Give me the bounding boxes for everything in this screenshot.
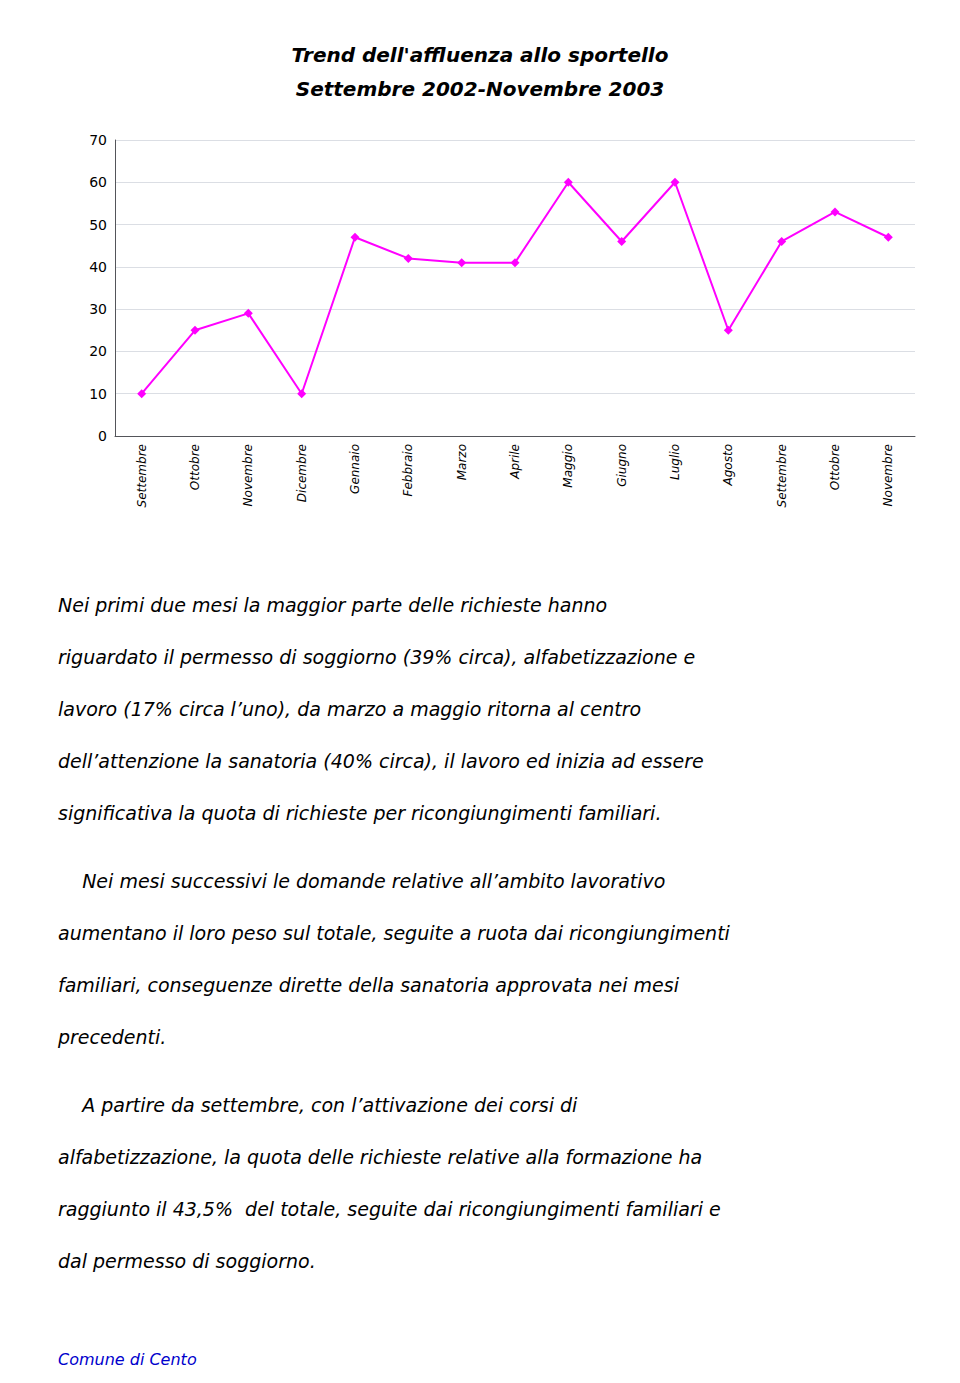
svg-text:Maggio: Maggio [561, 444, 575, 488]
svg-text:Ottobre: Ottobre [828, 444, 842, 490]
svg-text:lavoro (17% circa l’uno), da m: lavoro (17% circa l’uno), da marzo a mag… [58, 698, 641, 720]
svg-text:Luglio: Luglio [668, 444, 682, 480]
svg-text:riguardato il permesso di sogg: riguardato il permesso di soggiorno (39%… [58, 646, 695, 668]
svg-text:0: 0 [98, 428, 107, 444]
svg-text:aumentano il loro peso sul tot: aumentano il loro peso sul totale, segui… [58, 922, 731, 944]
svg-text:20: 20 [89, 343, 107, 359]
svg-text:dal permesso di soggiorno.: dal permesso di soggiorno. [58, 1250, 316, 1272]
svg-text:A partire da settembre, con l’: A partire da settembre, con l’attivazion… [58, 1094, 578, 1116]
svg-text:familiari, conseguenze dirette: familiari, conseguenze dirette della san… [58, 974, 680, 996]
svg-text:Comune di Cento: Comune di Cento [58, 1350, 197, 1369]
svg-text:Trend dell'affluenza allo spor: Trend dell'affluenza allo sportello [292, 43, 669, 67]
svg-text:Nei mesi successivi le domande: Nei mesi successivi le domande relative … [58, 870, 665, 892]
svg-text:Dicembre: Dicembre [295, 444, 309, 502]
svg-text:Nei primi due mesi la maggior: Nei primi due mesi la maggior parte dell… [58, 594, 607, 616]
svg-text:30: 30 [89, 301, 107, 317]
svg-text:Novembre: Novembre [241, 444, 255, 506]
svg-text:Settembre: Settembre [135, 444, 149, 507]
svg-text:Giugno: Giugno [615, 444, 629, 487]
svg-text:significativa la quota di rich: significativa la quota di richieste per … [58, 802, 661, 824]
svg-text:10: 10 [89, 386, 107, 402]
svg-text:alfabetizzazione, la quota del: alfabetizzazione, la quota delle richies… [58, 1146, 702, 1168]
svg-text:Settembre 2002-Novembre 2003: Settembre 2002-Novembre 2003 [296, 77, 664, 101]
svg-text:Aprile: Aprile [508, 444, 522, 480]
svg-text:40: 40 [89, 259, 107, 275]
svg-text:Ottobre: Ottobre [188, 444, 202, 490]
svg-text:70: 70 [89, 132, 107, 148]
svg-text:Gennaio: Gennaio [348, 444, 362, 494]
svg-text:dell’attenzione la sanatoria (: dell’attenzione la sanatoria (40% circa)… [58, 750, 704, 772]
svg-text:60: 60 [89, 174, 107, 190]
svg-text:Marzo: Marzo [455, 444, 469, 480]
svg-text:Agosto: Agosto [721, 444, 735, 486]
svg-text:raggiunto il 43,5% del totale: raggiunto il 43,5% del totale, seguite d… [58, 1198, 721, 1220]
svg-text:precedenti.: precedenti. [57, 1026, 166, 1048]
svg-text:Settembre: Settembre [775, 444, 789, 507]
svg-text:Febbraio: Febbraio [401, 444, 415, 496]
svg-text:Novembre: Novembre [881, 444, 895, 506]
svg-text:50: 50 [89, 217, 107, 233]
